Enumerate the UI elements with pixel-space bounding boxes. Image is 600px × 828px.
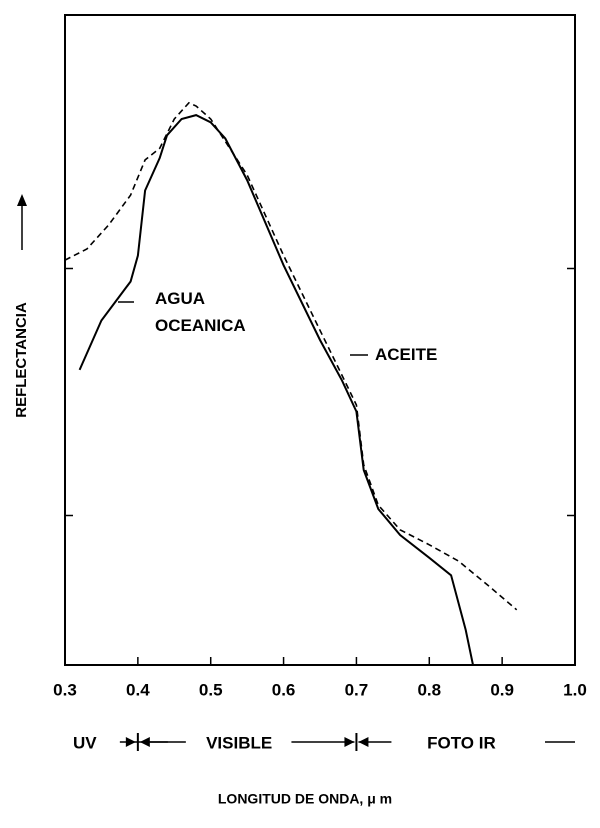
x-tick-label: 0.4 xyxy=(126,680,150,699)
x-tick-label: 0.9 xyxy=(490,680,514,699)
band-label: FOTO IR xyxy=(427,733,496,752)
plot-frame xyxy=(64,14,576,666)
band-label: UV xyxy=(73,733,97,752)
series-line xyxy=(78,114,474,666)
x-tick-label: 0.7 xyxy=(345,680,369,699)
x-tick-label: 0.5 xyxy=(199,680,223,699)
x-tick-label: 0.3 xyxy=(53,680,77,699)
band-label: VISIBLE xyxy=(206,733,272,752)
series-annotation: ACEITE xyxy=(375,345,438,364)
y-axis-label: REFLECTANCIA xyxy=(13,302,30,418)
series-annotation: AGUA OCEANICA xyxy=(155,289,246,335)
y-axis-arrowhead xyxy=(17,194,27,206)
series-line xyxy=(64,101,518,611)
x-tick-label: 0.6 xyxy=(272,680,296,699)
x-tick-label: 1.0 xyxy=(563,680,587,699)
x-tick-label: 0.8 xyxy=(417,680,441,699)
x-axis-label: LONGITUD DE ONDA, μ m xyxy=(218,791,392,807)
